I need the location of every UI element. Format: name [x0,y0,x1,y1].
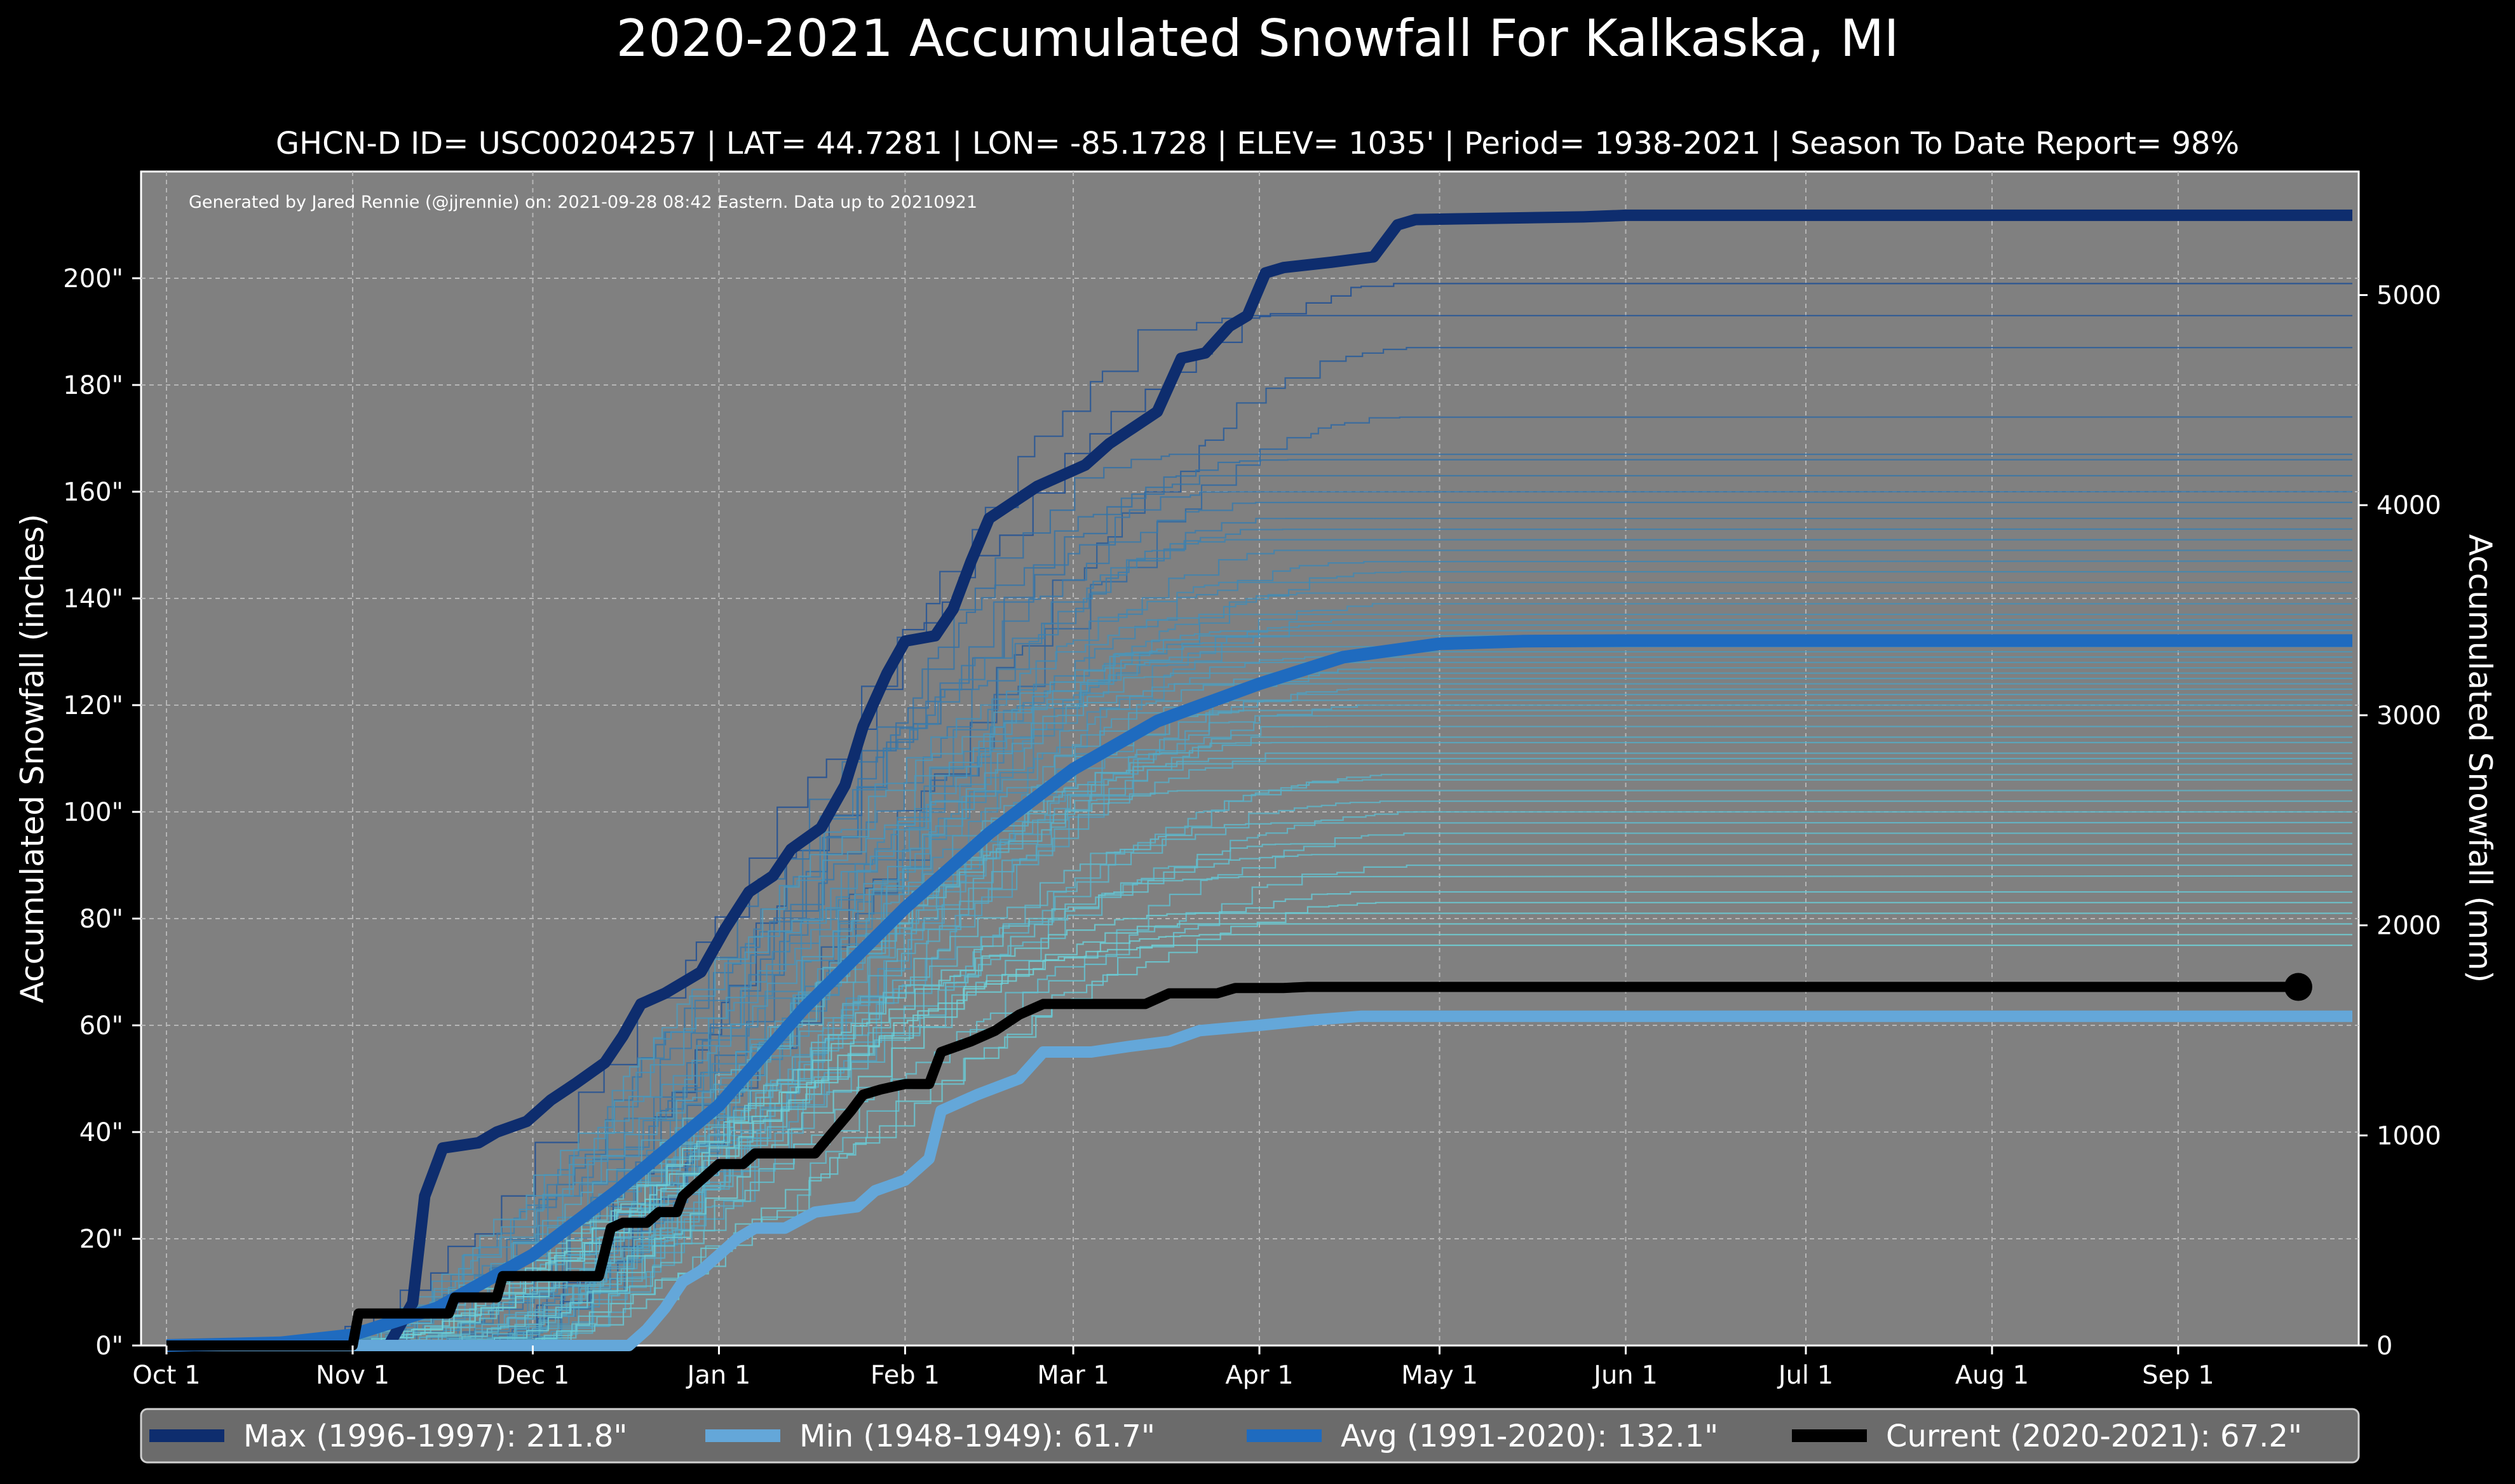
y-tick-label-left: 180" [63,371,123,400]
season-line [309,614,2352,1347]
season-line [302,661,2352,1347]
season-line [382,821,2353,1347]
credit-note: Generated by Jared Rennie (@jjrennie) on… [189,192,977,212]
legend: Max (1996-1997): 211.8" Min (1948-1949): … [149,1419,2302,1454]
x-tick-label: Apr 1 [1225,1361,1293,1390]
max-series-line [166,209,2352,1351]
x-axis: Oct 1 Nov 1 Dec 1 Jan 1 Feb 1 Mar 1 Apr 1 May 1… [132,1346,2214,1390]
y-tick-label-right: 2000 [2376,912,2441,941]
y-tick-label-left: 120" [63,691,123,720]
x-tick-label: Jan 1 [686,1361,751,1390]
y-tick-label-right: 5000 [2376,281,2441,310]
legend-label: Avg (1991-2020): 132.1" [1341,1419,1718,1454]
chart-subtitle: GHCN-D ID= USC00204257 | LAT= 44.7281 | … [276,126,2239,161]
legend-item-min: Min (1948-1949): 61.7" [705,1419,1155,1454]
season-line [409,864,2352,1347]
season-line [433,763,2352,1347]
season-line [487,672,2353,1347]
x-tick-label: Jun 1 [1592,1361,1658,1390]
legend-item-max: Max (1996-1997): 211.8" [149,1419,628,1454]
y-axis-label-right: Accumulated Snowfall (mm) [2462,534,2498,983]
x-tick-label: Jul 1 [1777,1361,1833,1390]
y-tick-label-left: 200" [63,264,123,293]
season-line [417,459,2352,1347]
y-tick-label-right: 0 [2376,1332,2392,1361]
y-tick-label-left: 80" [79,905,123,934]
x-tick-label: Aug 1 [1955,1361,2029,1390]
y-tick-label-right: 4000 [2376,491,2441,520]
chart-title: 2020-2021 Accumulated Snowfall For Kalka… [616,9,1899,68]
y-tick-label-left: 160" [63,478,123,507]
legend-item-avg: Avg (1991-2020): 132.1" [1247,1419,1718,1454]
season-line [417,774,2352,1347]
y-tick-label-left: 140" [63,584,123,614]
x-tick-label: Dec 1 [496,1361,570,1390]
season-line [334,934,2352,1347]
legend-item-current: Current (2020-2021): 67.2" [1792,1419,2302,1454]
current-end-marker [2284,973,2312,1001]
x-tick-label: May 1 [1401,1361,1478,1390]
legend-label: Min (1948-1949): 61.7" [799,1419,1155,1454]
y-tick-label-left: 0" [95,1332,123,1361]
x-tick-label: Feb 1 [871,1361,940,1390]
season-line [479,901,2352,1347]
y-tick-label-left: 40" [79,1118,123,1147]
x-tick-label: Mar 1 [1037,1361,1109,1390]
y-tick-label-left: 20" [79,1225,123,1254]
season-line [307,656,2352,1347]
x-tick-label: Sep 1 [2142,1361,2214,1390]
x-tick-label: Nov 1 [316,1361,390,1390]
season-line [463,736,2352,1347]
y-axis-label-left: Accumulated Snowfall (inches) [14,514,51,1003]
current-series-line [166,981,2298,1351]
season-line [512,891,2352,1347]
season-line [504,454,2352,1347]
season-line [324,560,2353,1347]
season-lines [287,283,2353,1347]
y-tick-label-left: 60" [79,1011,123,1041]
y-tick-label-left: 100" [63,798,123,827]
y-axis-left: 0" 20" 40" 60" 80" 100" 120" 140" 160" 180" 200" [63,264,141,1361]
y-axis-right: 0 1000 2000 3000 4000 5000 [2359,281,2441,1361]
season-line [314,651,2352,1347]
season-line [509,725,2353,1347]
season-line [356,944,2352,1347]
season-line [509,757,2352,1347]
season-line [505,539,2352,1347]
season-line [458,923,2352,1347]
min-series-line [166,1010,2352,1351]
season-line [294,624,2352,1347]
y-tick-label-right: 3000 [2376,701,2441,731]
y-tick-label-right: 1000 [2376,1121,2441,1150]
legend-label: Current (2020-2021): 67.2" [1886,1419,2302,1454]
key-series [166,209,2352,1352]
x-tick-label: Oct 1 [132,1361,200,1390]
legend-label: Max (1996-1997): 211.8" [243,1419,628,1454]
